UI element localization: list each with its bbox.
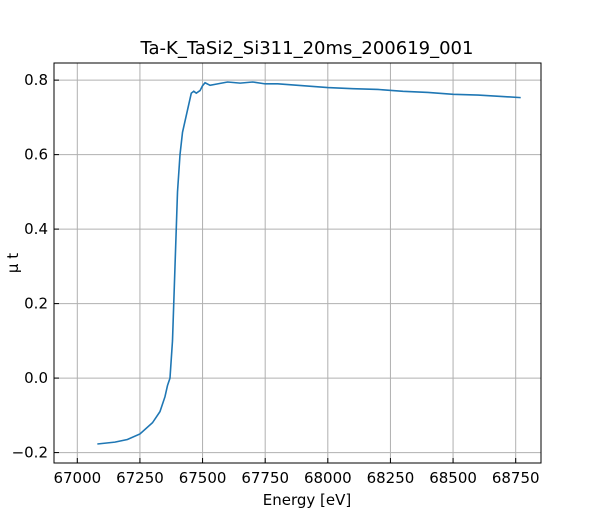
x-tick-label: 68750 bbox=[492, 469, 540, 487]
plot-frame bbox=[53, 62, 542, 464]
x-tick-label: 68500 bbox=[429, 469, 477, 487]
x-tick-label: 67250 bbox=[116, 469, 164, 487]
data-line bbox=[97, 81, 521, 445]
y-tick-label: 0.6 bbox=[24, 146, 48, 164]
x-tick-label: 68250 bbox=[367, 469, 415, 487]
x-tick-label: 67500 bbox=[179, 469, 227, 487]
x-tick-label: 67000 bbox=[53, 469, 101, 487]
y-tick-label: −0.2 bbox=[12, 444, 48, 462]
y-tick-label: 0.8 bbox=[24, 71, 48, 89]
y-tick-label: 0.0 bbox=[24, 369, 48, 387]
y-tick-label: 0.2 bbox=[24, 295, 48, 313]
x-tick-label: 68000 bbox=[304, 469, 352, 487]
x-tick-label: 67750 bbox=[241, 469, 289, 487]
x-axis-label: Energy [eV] bbox=[263, 491, 351, 509]
y-axis-label: μ t bbox=[4, 253, 22, 273]
chart-title: Ta-K_TaSi2_Si311_20ms_200619_001 bbox=[140, 38, 474, 59]
y-tick-label: 0.4 bbox=[24, 220, 48, 238]
